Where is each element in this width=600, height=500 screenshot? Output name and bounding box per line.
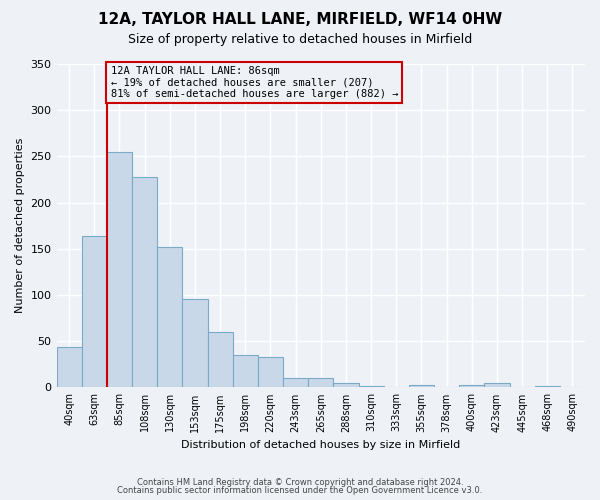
Bar xyxy=(535,386,560,388)
X-axis label: Distribution of detached houses by size in Mirfield: Distribution of detached houses by size … xyxy=(181,440,460,450)
Bar xyxy=(233,355,258,388)
Bar xyxy=(157,247,182,388)
Bar xyxy=(107,152,132,388)
Bar xyxy=(258,357,283,388)
Bar xyxy=(182,298,208,388)
Bar xyxy=(334,383,359,388)
Text: Contains HM Land Registry data © Crown copyright and database right 2024.: Contains HM Land Registry data © Crown c… xyxy=(137,478,463,487)
Bar xyxy=(308,378,334,388)
Text: Size of property relative to detached houses in Mirfield: Size of property relative to detached ho… xyxy=(128,32,472,46)
Text: 12A TAYLOR HALL LANE: 86sqm
← 19% of detached houses are smaller (207)
81% of se: 12A TAYLOR HALL LANE: 86sqm ← 19% of det… xyxy=(110,66,398,99)
Bar xyxy=(484,383,509,388)
Y-axis label: Number of detached properties: Number of detached properties xyxy=(15,138,25,314)
Text: Contains public sector information licensed under the Open Government Licence v3: Contains public sector information licen… xyxy=(118,486,482,495)
Bar xyxy=(56,347,82,388)
Bar xyxy=(560,386,585,388)
Bar xyxy=(359,386,383,388)
Bar xyxy=(459,384,484,388)
Text: 12A, TAYLOR HALL LANE, MIRFIELD, WF14 0HW: 12A, TAYLOR HALL LANE, MIRFIELD, WF14 0H… xyxy=(98,12,502,28)
Bar xyxy=(283,378,308,388)
Bar xyxy=(82,236,107,388)
Bar xyxy=(208,332,233,388)
Bar xyxy=(409,384,434,388)
Bar xyxy=(132,176,157,388)
